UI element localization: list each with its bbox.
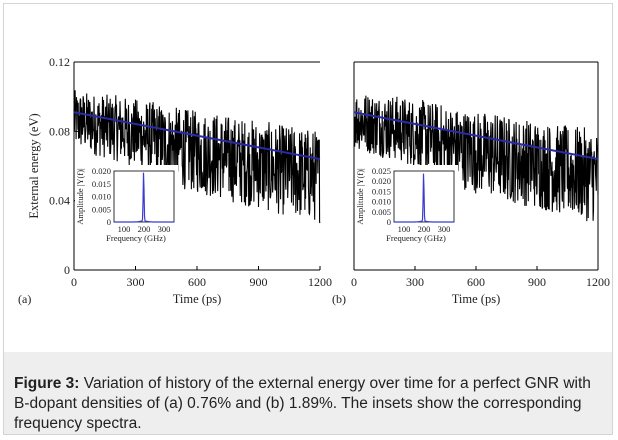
trend-line-0 <box>73 111 321 161</box>
inset-x-tick-label-1-1: 200 <box>418 224 431 234</box>
inset-y-tick-label-1-3: 0.015 <box>372 186 391 196</box>
inset-background-1 <box>355 165 458 243</box>
inset-spectrum-1 <box>394 173 454 223</box>
inset-frame-0 <box>113 170 175 223</box>
x-tick-label-0-1: 300 <box>127 275 145 289</box>
inset-x-tick-label-0-1: 200 <box>138 224 151 234</box>
inset-y-tick-label-0-3: 0.015 <box>92 179 111 189</box>
inset-y-tick-label-0-1: 0.005 <box>92 204 111 214</box>
panel-label-1: (b) <box>332 292 346 306</box>
inset-y-tick-label-1-0: 0 <box>387 217 391 227</box>
x-tick-label-0-3: 900 <box>250 275 268 289</box>
x-tick-label-1-2: 600 <box>467 275 485 289</box>
x-tick-label-0-4: 1200 <box>308 275 332 289</box>
inset-x-axis-label-0: Frequency (GHz) <box>106 233 166 243</box>
inset-x-tick-label-0-0: 100 <box>118 224 131 234</box>
inset-x-axis-label-1: Frequency (GHz) <box>386 233 446 243</box>
inset-y-tick-label-1-4: 0.020 <box>372 176 391 186</box>
x-tick-label-0-0: 0 <box>71 275 77 289</box>
trend-line-1 <box>353 111 599 161</box>
inset-y-axis-label-1: Amplitude |Y(f)| <box>355 168 365 225</box>
x-axis-label-0: Time (ps) <box>173 292 222 306</box>
y-tick-label-0-1: 0.04 <box>49 194 70 208</box>
inset-y-tick-label-0-4: 0.020 <box>92 166 111 176</box>
inset-y-tick-label-1-5: 0.025 <box>372 166 391 176</box>
inset-background-0 <box>75 165 178 243</box>
energy-signal-0 <box>73 90 321 224</box>
energy-signal-1 <box>353 95 599 222</box>
x-tick-label-1-3: 900 <box>528 275 546 289</box>
x-tick-label-1-0: 0 <box>351 275 357 289</box>
y-tick-label-0-0: 0 <box>64 263 70 277</box>
inset-y-tick-label-0-2: 0.010 <box>92 192 111 202</box>
caption-label: Figure 3: <box>14 375 80 392</box>
figure-caption: Figure 3: Variation of history of the ex… <box>14 374 604 434</box>
x-tick-label-1-4: 1200 <box>586 275 610 289</box>
y-tick-label-0-3: 0.12 <box>49 55 70 69</box>
y-tick-label-0-2: 0.08 <box>49 124 70 138</box>
inset-y-tick-label-1-2: 0.010 <box>372 197 391 207</box>
inset-y-tick-label-0-0: 0 <box>107 217 111 227</box>
inset-x-tick-label-1-2: 300 <box>438 224 451 234</box>
y-axis-label-0: External energy (eV) <box>27 113 41 218</box>
inset-spectrum-0 <box>114 172 174 223</box>
caption-text: Variation of history of the external ene… <box>14 375 591 432</box>
x-tick-label-1-1: 300 <box>406 275 424 289</box>
x-axis-label-1: Time (ps) <box>452 292 501 306</box>
inset-x-tick-label-0-2: 300 <box>158 224 171 234</box>
inset-y-tick-label-1-1: 0.005 <box>372 207 391 217</box>
x-tick-label-0-2: 600 <box>188 275 206 289</box>
inset-frame-1 <box>393 170 455 223</box>
inset-x-tick-label-1-0: 100 <box>398 224 411 234</box>
inset-y-axis-label-0: Amplitude |Y(f)| <box>75 168 85 225</box>
panel-label-0: (a) <box>18 292 31 306</box>
caption-background <box>4 352 612 434</box>
